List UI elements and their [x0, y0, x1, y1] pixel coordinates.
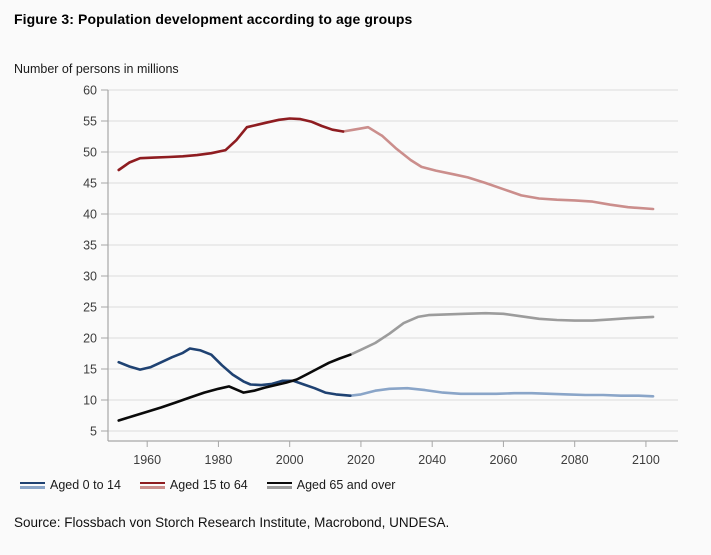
x-tick-label: 2020	[347, 453, 375, 467]
legend-label: Aged 65 and over	[296, 478, 396, 492]
legend-item-aged-65-and-over: Aged 65 and over	[266, 478, 396, 492]
y-tick-label: 50	[83, 146, 97, 160]
legend-item-aged-0-to-14: Aged 0 to 14	[20, 478, 121, 492]
y-tick-label: 5	[90, 425, 97, 439]
x-tick-label: 2060	[490, 453, 518, 467]
legend-item-aged-15-to-64: Aged 15 to 64	[139, 478, 248, 492]
legend-label: Aged 0 to 14	[50, 478, 121, 492]
series-line-aged-0-to-14	[117, 347, 352, 398]
line-chart-plot-area: 5 10 15 20 25 30 35 40 45 50 55 60 1960 1980 2000 2020 2…	[83, 84, 678, 467]
y-tick-label: 45	[83, 177, 97, 191]
x-tick-label: 2100	[632, 453, 660, 467]
y-tick-label: 25	[83, 301, 97, 315]
legend-label: Aged 15 to 64	[169, 478, 248, 492]
y-tick-label: 20	[83, 332, 97, 346]
x-tick-label: 1980	[205, 453, 233, 467]
y-tick-label: 35	[83, 239, 97, 253]
y-tick-label: 60	[83, 84, 97, 98]
y-tick-label: 10	[83, 394, 97, 408]
x-tick-label: 2080	[561, 453, 589, 467]
series-line-aged-0-to-14	[348, 386, 655, 398]
x-tick-label: 2040	[418, 453, 446, 467]
x-tick-label: 1960	[133, 453, 161, 467]
series-line-aged-65-and-over	[117, 353, 352, 422]
y-tick-label: 15	[83, 363, 97, 377]
legend-marker-blue	[20, 481, 45, 489]
y-axis-unit-label: Number of persons in millions	[14, 62, 179, 76]
legend-marker-gray	[266, 481, 292, 489]
legend-marker-red	[139, 481, 165, 489]
series-line-aged-15-to-64	[341, 125, 655, 211]
series-line-aged-65-and-over	[348, 311, 655, 357]
y-tick-label: 30	[83, 270, 97, 284]
x-tick-label: 2000	[276, 453, 304, 467]
y-tick-label: 55	[83, 115, 97, 129]
figure-title: Figure 3: Population development accordi…	[14, 11, 413, 27]
series-line-aged-15-to-64	[117, 117, 345, 172]
chart-legend: Aged 0 to 14 Aged 15 to 64 Aged 65 and o…	[20, 478, 395, 492]
y-tick-label: 40	[83, 208, 97, 222]
source-note: Source: Flossbach von Storch Research In…	[14, 515, 450, 530]
